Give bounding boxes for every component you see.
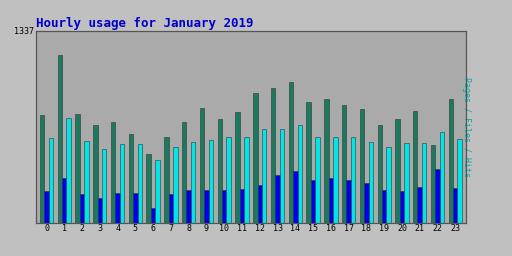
Bar xyxy=(369,142,373,223)
Bar xyxy=(413,111,417,223)
Bar xyxy=(49,138,53,223)
Bar xyxy=(191,142,196,223)
Bar xyxy=(200,108,204,223)
Bar xyxy=(382,190,387,223)
Bar xyxy=(236,112,240,223)
Bar xyxy=(75,114,80,223)
Bar xyxy=(146,154,151,223)
Bar xyxy=(458,139,462,223)
Bar xyxy=(98,198,102,223)
Bar xyxy=(93,125,98,223)
Bar xyxy=(280,129,284,223)
Bar xyxy=(440,132,444,223)
Bar xyxy=(435,169,440,223)
Bar xyxy=(431,145,435,223)
Bar xyxy=(44,191,49,223)
Bar xyxy=(253,93,258,223)
Bar xyxy=(364,183,369,223)
Bar xyxy=(164,136,168,223)
Bar xyxy=(182,122,186,223)
Bar xyxy=(329,178,333,223)
Bar xyxy=(271,88,275,223)
Bar xyxy=(311,180,315,223)
Bar xyxy=(151,208,155,223)
Bar xyxy=(80,194,84,223)
Bar xyxy=(315,137,320,223)
Bar xyxy=(84,141,89,223)
Bar xyxy=(387,147,391,223)
Bar xyxy=(347,180,351,223)
Bar xyxy=(240,189,244,223)
Bar xyxy=(186,190,191,223)
Bar xyxy=(306,102,311,223)
Bar xyxy=(453,188,458,223)
Bar xyxy=(395,119,400,223)
Bar xyxy=(293,171,297,223)
Bar xyxy=(40,115,44,223)
Bar xyxy=(120,144,124,223)
Bar xyxy=(67,118,71,223)
Bar xyxy=(289,82,293,223)
Bar xyxy=(275,175,280,223)
Bar xyxy=(168,194,173,223)
Bar xyxy=(129,134,133,223)
Bar xyxy=(133,193,138,223)
Bar xyxy=(404,143,409,223)
Text: Hourly usage for January 2019: Hourly usage for January 2019 xyxy=(36,17,253,29)
Bar xyxy=(138,144,142,223)
Bar xyxy=(209,140,213,223)
Bar xyxy=(333,137,337,223)
Bar xyxy=(58,55,62,223)
Bar xyxy=(324,99,329,223)
Bar xyxy=(400,191,404,223)
Bar xyxy=(111,122,115,223)
Bar xyxy=(360,109,364,223)
Bar xyxy=(222,190,226,223)
Bar xyxy=(422,143,426,223)
Bar xyxy=(218,119,222,223)
Y-axis label: Pages / Files / Hits: Pages / Files / Hits xyxy=(462,77,472,177)
Bar xyxy=(244,137,249,223)
Bar xyxy=(173,147,178,223)
Bar xyxy=(115,193,120,223)
Bar xyxy=(351,137,355,223)
Bar xyxy=(342,105,347,223)
Bar xyxy=(62,178,67,223)
Bar xyxy=(417,187,422,223)
Bar xyxy=(204,190,209,223)
Bar xyxy=(449,99,453,223)
Bar xyxy=(262,129,266,223)
Bar xyxy=(258,185,262,223)
Bar xyxy=(155,159,160,223)
Bar xyxy=(377,125,382,223)
Bar xyxy=(226,137,231,223)
Bar xyxy=(102,150,106,223)
Bar xyxy=(297,125,302,223)
